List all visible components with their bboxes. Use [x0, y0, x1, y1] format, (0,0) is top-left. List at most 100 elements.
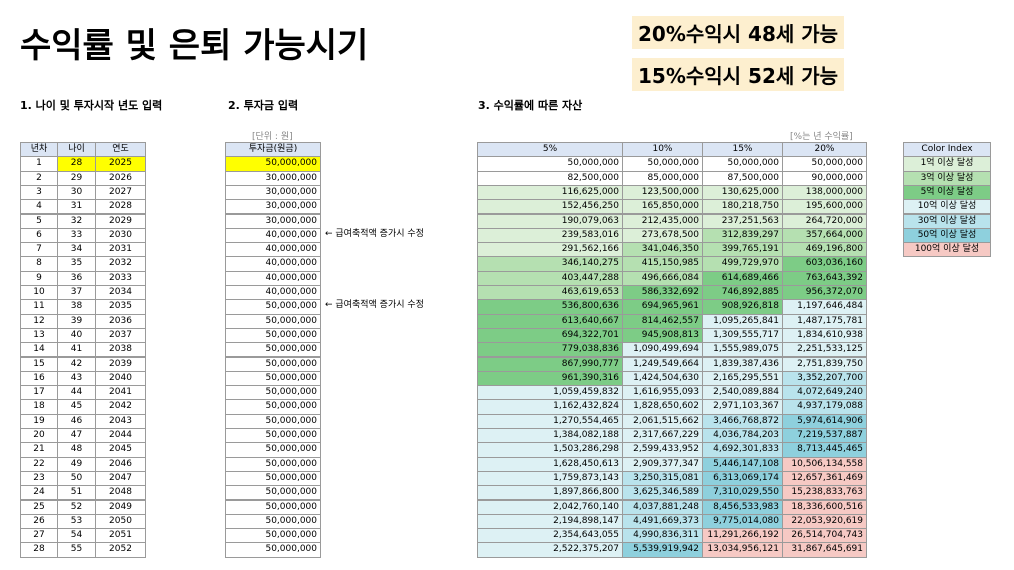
cell: 1,249,549,664: [622, 356, 703, 372]
cell: 50,000,000: [225, 513, 321, 530]
cell: 908,926,818: [702, 299, 783, 315]
cell: 52: [57, 499, 96, 515]
header-cell: 20%: [782, 142, 867, 158]
cell: 5,539,919,942: [622, 542, 703, 558]
cell: 50,000,000: [225, 456, 321, 472]
header-cell: Color Index: [903, 142, 991, 158]
cell: 1,270,554,465: [477, 413, 623, 429]
cell: 27: [20, 528, 58, 544]
cell: 2040: [95, 370, 146, 387]
cell: 50,000,000: [225, 470, 321, 487]
cell: 130,625,000: [702, 184, 783, 201]
cell: 2046: [95, 456, 146, 472]
title: 수익률 및 은퇴 가능시기: [20, 26, 369, 66]
cell: 4,036,784,203: [702, 428, 783, 444]
cell: 50,000,000: [225, 485, 321, 501]
cell: 2026: [95, 170, 146, 186]
cell: 2042: [95, 399, 146, 415]
cell: 273,678,500: [622, 227, 703, 244]
cell: 50,000,000: [225, 428, 321, 444]
cell: 39: [57, 313, 96, 329]
cell: 2037: [95, 327, 146, 344]
cell: 12: [20, 313, 58, 329]
cell: 867,990,777: [477, 356, 623, 372]
cell: 90,000,000: [782, 170, 867, 186]
cell: 18,336,600,516: [782, 499, 867, 515]
cell: 50,000,000: [225, 299, 321, 315]
cell: 264,720,000: [782, 213, 867, 229]
cell: 1,384,082,188: [477, 428, 623, 444]
badge: 15%수익시 52세 가능: [632, 58, 845, 91]
cell: 50,000,000: [225, 156, 321, 172]
cell: 190,079,063: [477, 213, 623, 229]
cell: 3,625,346,589: [622, 485, 703, 501]
badge: 20%수익시 48세 가능: [632, 16, 845, 49]
header-cell: 투자금(원금): [225, 142, 321, 158]
cell: 40,000,000: [225, 285, 321, 301]
cell: 6: [20, 227, 58, 244]
cell: 15,238,833,763: [782, 485, 867, 501]
cell: 469,196,800: [782, 242, 867, 258]
cell: 138,000,000: [782, 184, 867, 201]
cell: 17: [20, 385, 58, 401]
cell: 24: [20, 485, 58, 501]
cell: 8,713,445,465: [782, 442, 867, 458]
cell: 15: [20, 356, 58, 372]
cell: 603,036,160: [782, 256, 867, 272]
note: ← 급여축적액 증가시 수정: [325, 300, 424, 311]
cell: 2045: [95, 442, 146, 458]
cell: 2039: [95, 356, 146, 372]
legend-item: 1억 이상 달성: [903, 156, 991, 172]
cell: 496,666,084: [622, 270, 703, 286]
cell: 613,640,667: [477, 313, 623, 329]
cell: 34: [57, 242, 96, 258]
cell: 28: [57, 156, 96, 172]
cell: 25: [20, 499, 58, 515]
cell: 14: [20, 342, 58, 358]
cell: 779,038,836: [477, 342, 623, 358]
cell: 763,643,392: [782, 270, 867, 286]
cell: 1,555,989,075: [702, 342, 783, 358]
cell: 49: [57, 456, 96, 472]
cell: 3,250,315,081: [622, 470, 703, 487]
cell: 116,625,000: [477, 184, 623, 201]
cell: 2043: [95, 413, 146, 429]
cell: 499,729,970: [702, 256, 783, 272]
cell: 1,424,504,630: [622, 370, 703, 387]
cell: 7,219,537,887: [782, 428, 867, 444]
cell: 2036: [95, 313, 146, 329]
cell: 6,313,069,174: [702, 470, 783, 487]
cell: 43: [57, 370, 96, 387]
cell: 50,000,000: [477, 156, 623, 172]
cell: 2: [20, 170, 58, 186]
cell: 29: [57, 170, 96, 186]
cell: 2,251,533,125: [782, 342, 867, 358]
cell: 814,462,557: [622, 313, 703, 329]
cell: 2,522,375,207: [477, 542, 623, 558]
legend-item: 30억 이상 달성: [903, 213, 991, 229]
cell: 87,500,000: [702, 170, 783, 186]
cell: 30: [57, 184, 96, 201]
cell: 13: [20, 327, 58, 344]
cell: 28: [20, 542, 58, 558]
cell: 26,514,704,743: [782, 528, 867, 544]
cell: 1,197,646,484: [782, 299, 867, 315]
cell: 30,000,000: [225, 170, 321, 186]
header-cell: 년차: [20, 142, 58, 158]
cell: 1: [20, 156, 58, 172]
cell: 7,310,029,550: [702, 485, 783, 501]
cell: 2048: [95, 485, 146, 501]
cell: 1,059,459,832: [477, 385, 623, 401]
cell: 5: [20, 213, 58, 229]
cell: 1,487,175,781: [782, 313, 867, 329]
cell: 586,332,692: [622, 285, 703, 301]
cell: 9,775,014,080: [702, 513, 783, 530]
cell: 50,000,000: [225, 413, 321, 429]
cell: 1,839,387,436: [702, 356, 783, 372]
cell: 237,251,563: [702, 213, 783, 229]
cell: 2,751,839,750: [782, 356, 867, 372]
cell: 50,000,000: [225, 542, 321, 558]
cell: 32: [57, 213, 96, 229]
header-cell: 연도: [95, 142, 146, 158]
cell: 2041: [95, 385, 146, 401]
